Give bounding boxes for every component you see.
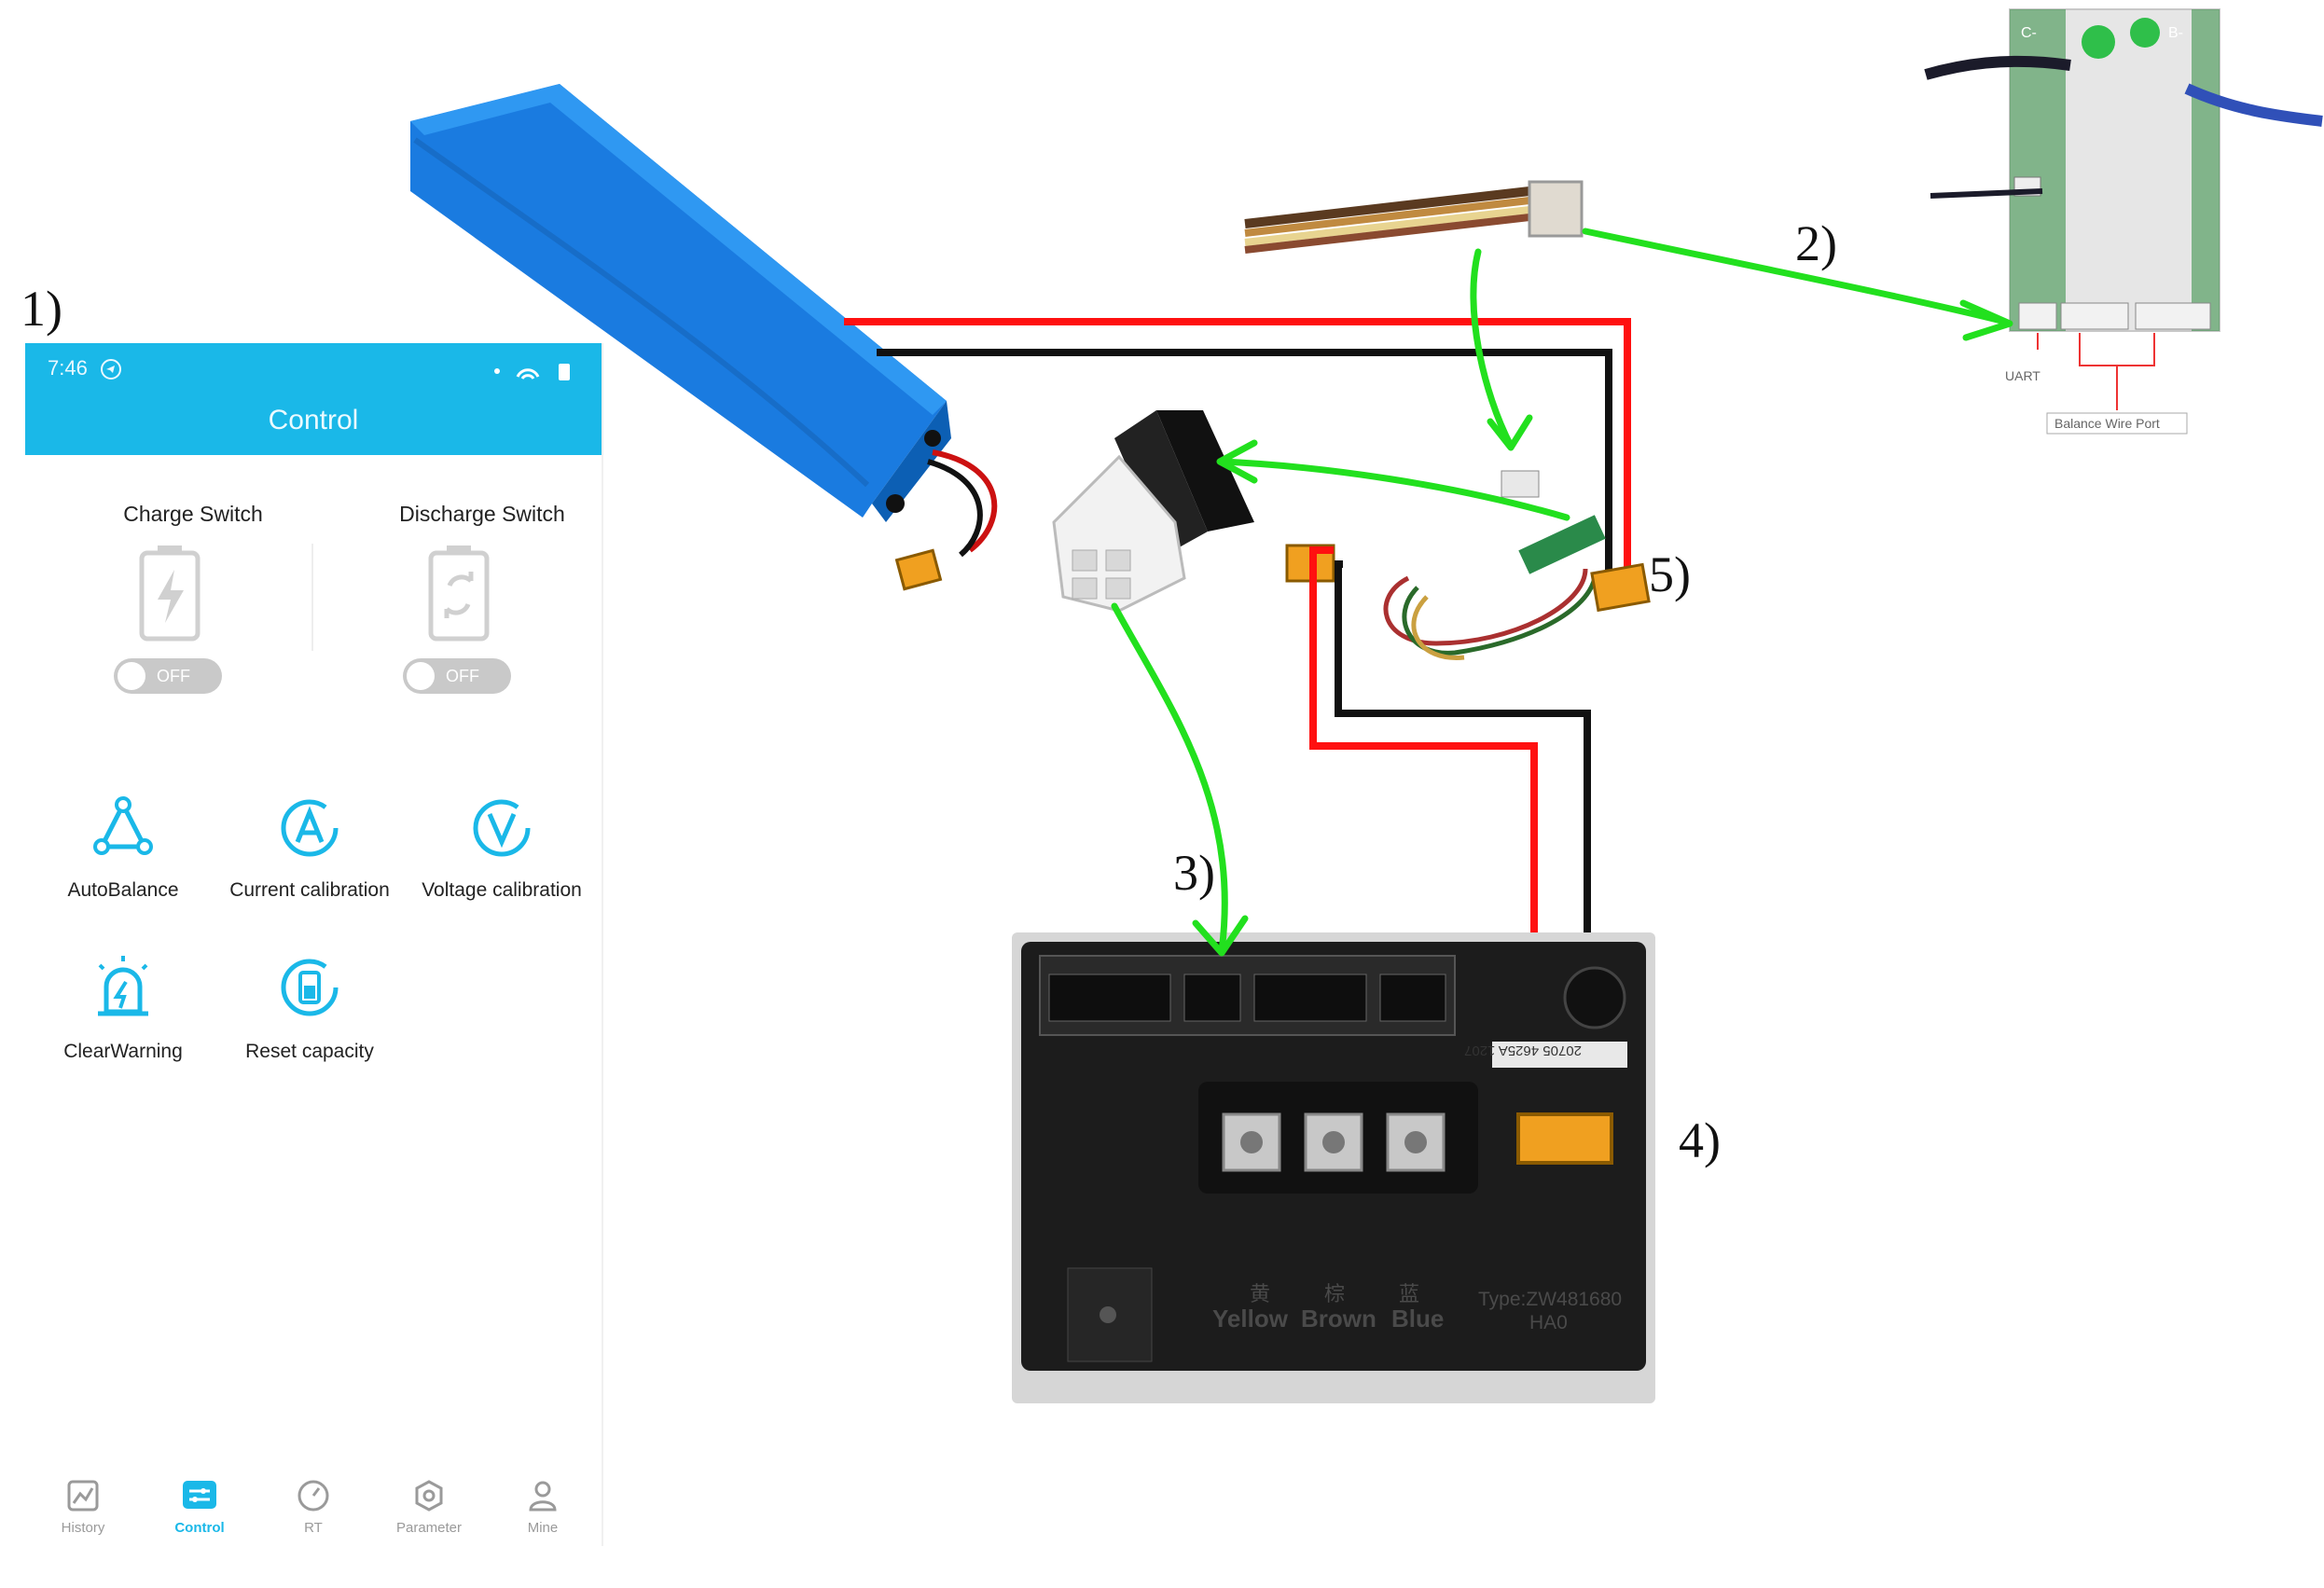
controller-xt60-port xyxy=(1516,1112,1613,1165)
arrow-head-connector xyxy=(1216,439,1258,484)
harness-plug xyxy=(1528,180,1584,238)
nav-mine-label: Mine xyxy=(527,1520,559,1536)
history-chart-icon xyxy=(67,1480,99,1512)
arrow-connector-to-controller xyxy=(1111,602,1228,955)
uart-label: UART xyxy=(2005,368,2040,383)
hexagon-settings-icon xyxy=(415,1480,443,1512)
gauge-icon xyxy=(297,1480,329,1512)
battery-black-wire xyxy=(927,459,983,558)
phase-cn-blue: 蓝 xyxy=(1399,1283,1419,1306)
autobalance-label: AutoBalance xyxy=(67,879,179,901)
toggle-knob xyxy=(407,662,435,690)
step-label-2: 2) xyxy=(1795,215,1837,271)
nav-rt-label: RT xyxy=(304,1520,323,1536)
phase-label-brown: Brown xyxy=(1301,1305,1376,1333)
app-header: 7:46 Control xyxy=(25,343,602,455)
adapter-board xyxy=(1285,470,1651,660)
discharge-switch-label: Discharge Switch xyxy=(399,502,565,526)
battery-red-wire xyxy=(932,449,998,553)
autobalance-icon xyxy=(93,796,153,855)
toggle-knob xyxy=(118,662,145,690)
current-calibration-icon xyxy=(281,799,339,857)
voltage-calibration-icon xyxy=(473,799,531,857)
balance-wire-port-label: Balance Wire Port xyxy=(2054,416,2160,431)
phase-cn-brown: 棕 xyxy=(1324,1283,1345,1306)
nav-control-label: Control xyxy=(174,1520,225,1536)
controller-positive-wire xyxy=(1309,546,1538,1133)
controller-serial: 20705 4625A 1207 xyxy=(1464,1043,1582,1058)
bms-pad-b-label: B- xyxy=(2168,25,2183,41)
telegram-icon xyxy=(101,359,121,380)
adapter-xt60-right xyxy=(1590,562,1651,613)
battery-icon xyxy=(559,364,570,380)
arrow-harness-to-bms xyxy=(1582,228,2009,325)
discharge-switch-state: OFF xyxy=(446,667,479,685)
arrow-head-controller xyxy=(1192,915,1249,957)
wifi-icon xyxy=(516,368,540,378)
voltage-calibration-label: Voltage calibration xyxy=(422,879,582,901)
step-label-1: 1) xyxy=(21,281,62,337)
nav-history-label: History xyxy=(61,1520,105,1536)
bms-board: C- B- xyxy=(1924,8,2323,435)
reset-capacity-label: Reset capacity xyxy=(245,1041,374,1062)
clear-warning-label: ClearWarning xyxy=(63,1041,183,1062)
arrow-head-bms xyxy=(1959,299,2013,341)
controller-power-connector xyxy=(1052,410,1254,613)
status-time: 7:46 xyxy=(48,356,88,380)
charge-switch-toggle[interactable]: OFF xyxy=(114,658,222,694)
arrow-adapter-to-connector xyxy=(1218,458,1570,521)
discharge-battery-icon xyxy=(428,545,490,642)
app-title: Control xyxy=(268,405,359,435)
controller-type-line1: Type:ZW481680 xyxy=(1478,1289,1622,1310)
nav-parameter-label: Parameter xyxy=(395,1520,463,1536)
clear-warning-icon xyxy=(98,956,148,1016)
charge-switch-label: Charge Switch xyxy=(123,502,263,526)
step-label-3: 3) xyxy=(1173,845,1215,901)
status-icons xyxy=(494,364,570,380)
user-icon xyxy=(529,1481,557,1512)
step-label-4: 4) xyxy=(1679,1112,1721,1168)
controller-negative-wire xyxy=(1335,560,1591,1133)
switch-divider xyxy=(311,544,313,651)
current-calibration-label: Current calibration xyxy=(229,879,390,901)
control-sliders-icon xyxy=(183,1481,216,1509)
arrow-harness-to-adapter xyxy=(1470,248,1515,449)
reset-capacity-icon xyxy=(281,959,339,1016)
main-positive-wire xyxy=(844,318,1631,583)
bms-app-screen: 7:46 Control Charge Switch Discharge Swi… xyxy=(25,343,603,1546)
charge-battery-icon xyxy=(139,545,201,642)
battery-xt60-connector xyxy=(894,548,943,591)
main-negative-wire xyxy=(877,349,1612,583)
discharge-switch-toggle[interactable]: OFF xyxy=(403,658,511,694)
bms-pad-c-label: C- xyxy=(2021,25,2037,41)
charge-switch-state: OFF xyxy=(157,667,190,685)
controller-type-line2: HA0 xyxy=(1529,1312,1568,1333)
motor-controller: 20705 4625A 1207 黄 棕 蓝 Yellow Brown Blue… xyxy=(1012,932,1655,1403)
phase-cn-yellow: 黄 xyxy=(1250,1283,1270,1306)
step-label-5: 5) xyxy=(1649,546,1691,602)
phase-label-yellow: Yellow xyxy=(1212,1305,1289,1333)
battery-pack xyxy=(410,84,951,522)
arrow-head-adapter xyxy=(1487,414,1533,451)
phase-label-blue: Blue xyxy=(1391,1305,1444,1333)
balance-wire-harness xyxy=(1244,180,1584,254)
